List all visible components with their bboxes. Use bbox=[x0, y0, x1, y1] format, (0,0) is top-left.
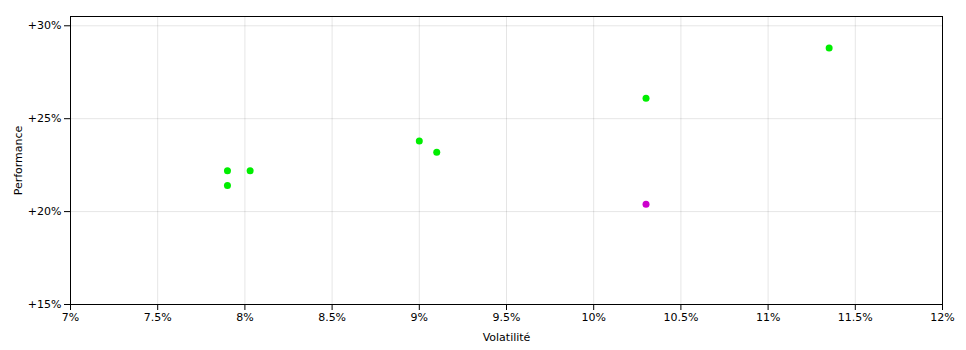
svg-text:Performance: Performance bbox=[12, 125, 25, 195]
svg-text:10.5%: 10.5% bbox=[663, 311, 698, 324]
svg-text:7%: 7% bbox=[62, 311, 79, 324]
svg-text:9.5%: 9.5% bbox=[493, 311, 521, 324]
svg-text:11.5%: 11.5% bbox=[838, 311, 873, 324]
svg-text:7.5%: 7.5% bbox=[144, 311, 172, 324]
svg-text:8%: 8% bbox=[236, 311, 253, 324]
svg-text:10%: 10% bbox=[581, 311, 605, 324]
svg-text:+15%: +15% bbox=[28, 298, 62, 311]
svg-text:+25%: +25% bbox=[28, 112, 62, 125]
svg-text:+20%: +20% bbox=[28, 205, 62, 218]
svg-text:12%: 12% bbox=[930, 311, 954, 324]
svg-text:9%: 9% bbox=[411, 311, 428, 324]
svg-text:+30%: +30% bbox=[28, 19, 62, 32]
svg-text:8.5%: 8.5% bbox=[318, 311, 346, 324]
svg-text:Volatilité: Volatilité bbox=[483, 331, 531, 344]
svg-text:11%: 11% bbox=[756, 311, 780, 324]
